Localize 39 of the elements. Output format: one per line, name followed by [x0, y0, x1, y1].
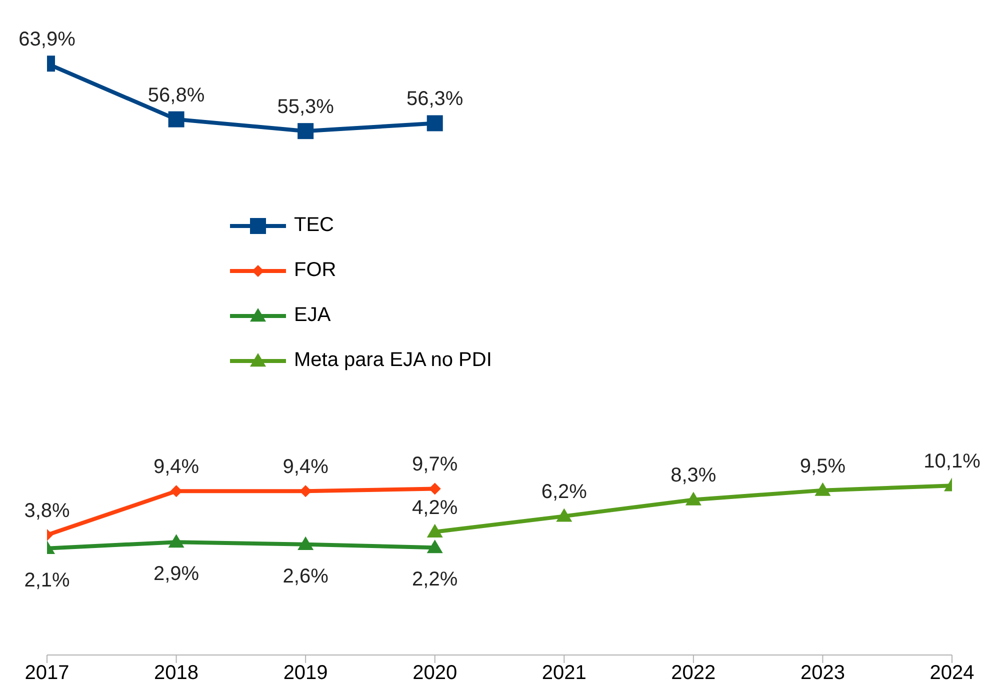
- point: [426, 115, 443, 132]
- data-label: 2,1%: [24, 569, 70, 592]
- x-tick-label: 2024: [930, 662, 974, 684]
- data-label: 6,2%: [541, 481, 588, 504]
- x-tick-label: 2019: [283, 662, 328, 684]
- x-tick-label: 2022: [671, 662, 716, 684]
- point: [168, 111, 184, 128]
- data-label: 63,9%: [18, 28, 76, 51]
- data-label: 56,3%: [406, 88, 464, 110]
- data-label: 8,3%: [670, 464, 716, 487]
- legend-label: FOR: [294, 258, 336, 283]
- x-tick-label: 2018: [154, 662, 199, 684]
- data-label: 9,5%: [800, 455, 846, 478]
- legend-label: TEC: [294, 213, 334, 238]
- data-label: 2,9%: [153, 563, 200, 586]
- x-tick-label: 2017: [24, 662, 70, 684]
- point: [168, 534, 184, 548]
- data-label: 2,6%: [282, 565, 329, 588]
- data-label: 2,2%: [412, 568, 458, 591]
- point: [426, 524, 443, 538]
- data-label: 56,8%: [148, 84, 205, 106]
- data-label: 4,2%: [412, 496, 458, 519]
- point: [814, 482, 831, 496]
- x-tick-label: 2023: [800, 662, 845, 684]
- point: [556, 508, 572, 522]
- data-label: 3,8%: [24, 500, 70, 522]
- data-label: 9,7%: [412, 454, 458, 476]
- point: [298, 123, 314, 140]
- data-label: 55,3%: [277, 96, 334, 118]
- point: [426, 540, 443, 554]
- data-label: 9,4%: [153, 456, 200, 478]
- data-label: 9,4%: [282, 456, 329, 478]
- x-tick-label: 2021: [542, 662, 586, 684]
- point: [298, 536, 314, 550]
- legend-label: EJA: [294, 303, 331, 328]
- x-tick-label: 2020: [412, 662, 458, 684]
- data-label: 10,1%: [924, 450, 981, 473]
- legend-label: Meta para EJA no PDI: [294, 348, 492, 373]
- point: [685, 492, 702, 506]
